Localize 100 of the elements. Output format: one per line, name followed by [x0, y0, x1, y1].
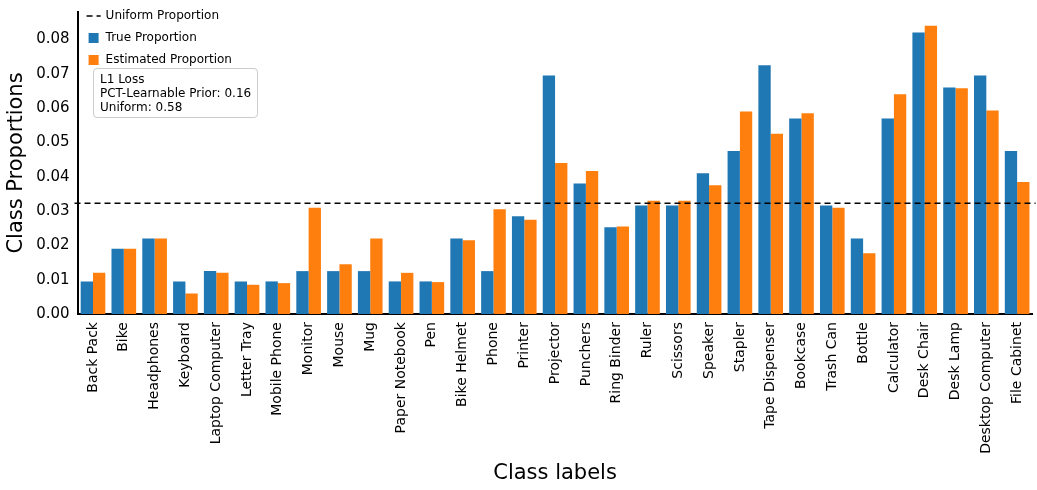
bar [357, 271, 371, 315]
bar [462, 240, 475, 315]
bar [955, 88, 968, 315]
y-tick-label: 0.03 [36, 200, 70, 219]
y-tick-label: 0.00 [36, 303, 70, 322]
bar [1004, 151, 1018, 315]
x-tick-label: Speaker [699, 321, 716, 379]
bar [401, 272, 414, 315]
x-tick-label: Punchers [576, 322, 593, 387]
bar [80, 281, 93, 315]
bar [696, 173, 710, 315]
x-tick-label: Projector [545, 321, 562, 385]
bar [974, 75, 987, 315]
y-tick-label: 0.08 [36, 29, 70, 48]
bar [493, 209, 506, 315]
annotation: L1 Loss PCT-Learnable Prior: 0.16 Uniform: 0.58 [93, 68, 259, 118]
bar [819, 205, 833, 315]
bar [573, 183, 586, 315]
bar [123, 248, 137, 315]
bar [739, 111, 753, 315]
bar [801, 113, 814, 315]
bar [912, 32, 925, 315]
bar [647, 200, 660, 315]
bar [296, 271, 309, 315]
x-tick-label: Bike Helmet [453, 321, 470, 407]
x-tick-label: Ring Binder [607, 321, 624, 404]
x-tick-label: Bottle [853, 322, 870, 364]
x-tick-label: Mouse [330, 322, 347, 368]
y-tick-label: 0.01 [36, 269, 70, 288]
bar [542, 75, 556, 315]
bar [678, 200, 691, 315]
bar [832, 207, 845, 315]
bar [142, 238, 155, 315]
legend-label: Estimated Proportion [105, 52, 232, 67]
x-tick-label: Letter Tray [237, 322, 254, 398]
bar [431, 282, 445, 315]
x-tick-label: Mug [360, 322, 377, 352]
x-tick-label: Desk Chair [915, 321, 932, 399]
bar [665, 205, 679, 315]
y-tick-label: 0.05 [36, 132, 70, 151]
bar [709, 185, 722, 315]
bar [111, 248, 124, 315]
bar [216, 272, 229, 315]
x-tick-label: Mobile Phone [268, 322, 285, 416]
bar [265, 281, 278, 315]
bar [247, 284, 260, 315]
x-tick-label: Trash Can [822, 322, 839, 392]
bar [924, 25, 938, 315]
y-tick-label: 0.02 [36, 235, 70, 254]
bar [770, 133, 784, 315]
bar [616, 226, 629, 315]
bar [727, 151, 740, 315]
x-tick-label: Ruler [638, 321, 655, 359]
x-axis-title: Class labels [493, 459, 617, 484]
bar [850, 238, 864, 315]
bar [481, 271, 494, 315]
bar [419, 281, 432, 315]
legend-label: Uniform Proportion [105, 8, 220, 23]
bar [511, 216, 525, 315]
x-tick-label: Headphones [145, 322, 162, 410]
bar [339, 264, 352, 315]
bar [943, 87, 956, 315]
bar [93, 272, 106, 315]
x-tick-label: Phone [484, 322, 501, 366]
bar [863, 253, 876, 315]
bar [604, 227, 617, 315]
x-tick-label: Monitor [299, 321, 316, 376]
bar [1017, 181, 1030, 315]
x-tick-label: Calculator [884, 321, 901, 394]
bar [277, 283, 291, 315]
bar [635, 205, 648, 315]
legend-label: True Proportion [104, 30, 197, 45]
x-tick-label: Paper Notebook [391, 321, 408, 434]
y-axis-title: Class Proportions [3, 72, 28, 254]
x-tick-label: Bike [114, 322, 131, 352]
y-tick-label: 0.06 [36, 97, 70, 116]
x-tick-label: File Cabinet [1007, 321, 1024, 404]
bar [203, 271, 217, 315]
bar [789, 118, 802, 315]
bar [154, 238, 167, 315]
bar [173, 281, 186, 315]
x-tick-label: Desktop Computer [976, 321, 993, 454]
bar [881, 118, 894, 315]
bar [893, 94, 907, 315]
x-tick-label: Keyboard [176, 322, 193, 388]
bar [327, 271, 340, 315]
bar [986, 110, 999, 315]
x-tick-label: Back Pack [83, 321, 100, 393]
x-tick-label: Pen [422, 322, 439, 348]
x-tick-label: Scissors [668, 322, 685, 379]
x-tick-label: Stapler [730, 321, 747, 373]
x-tick-label: Bookcase [792, 322, 809, 390]
bar [185, 293, 198, 315]
bar [758, 65, 771, 315]
bar [585, 170, 599, 315]
x-tick-label: Desk Lamp [946, 321, 963, 401]
y-tick-label: 0.07 [36, 63, 70, 82]
bar [450, 238, 463, 315]
x-tick-label: Printer [514, 321, 531, 369]
bar [234, 281, 248, 315]
